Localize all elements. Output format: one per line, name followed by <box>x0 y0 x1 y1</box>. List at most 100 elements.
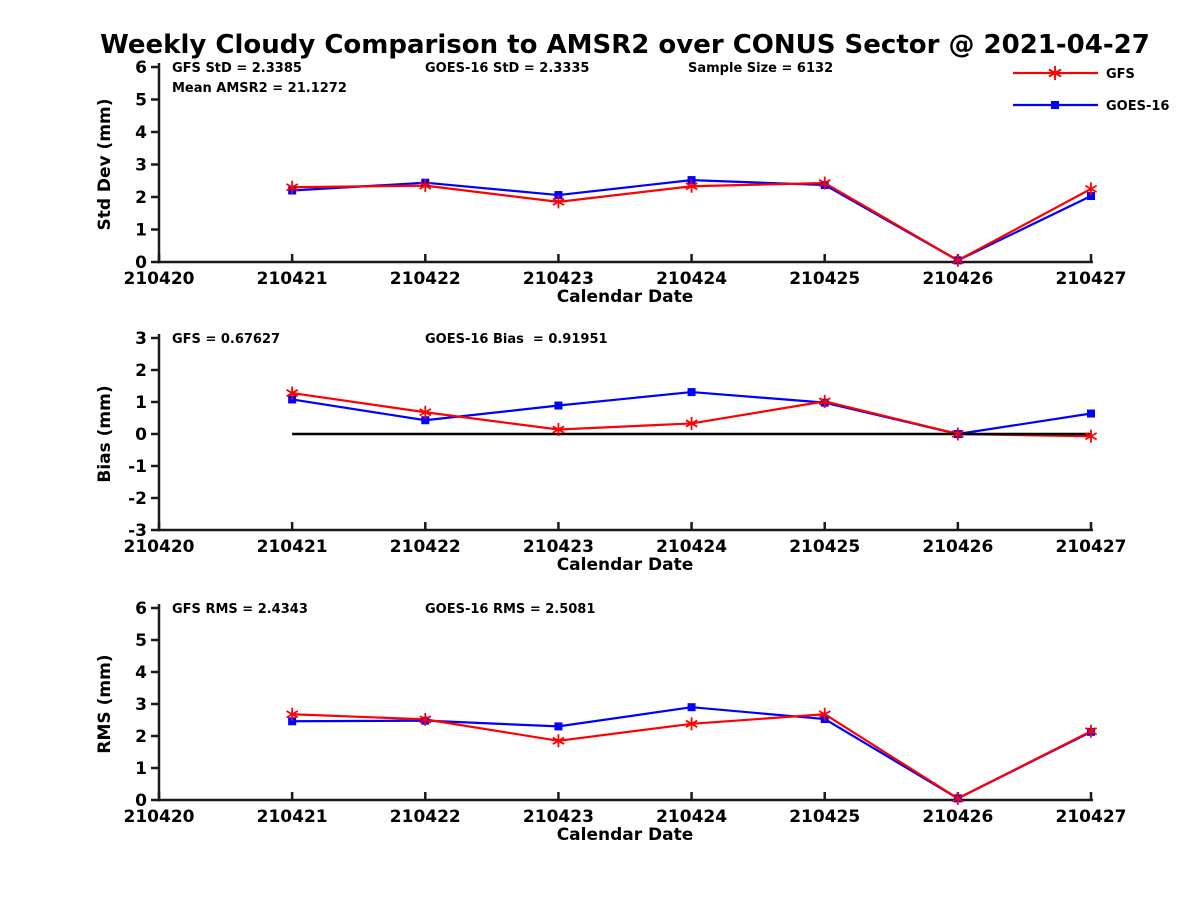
marker-gfs <box>1084 429 1098 443</box>
series-line-gfs <box>292 181 1092 262</box>
y-tick-label: 3 <box>135 156 147 176</box>
y-tick-label: 2 <box>135 727 147 747</box>
x-tick-label: 210420 <box>124 537 195 557</box>
marker-goes-16 <box>1087 192 1095 201</box>
x-tick-label: 210422 <box>390 807 461 827</box>
marker-gfs <box>818 707 831 721</box>
y-tick-label: 2 <box>135 361 147 381</box>
x-tick-label: 210425 <box>789 807 860 827</box>
marker-gfs <box>818 176 831 190</box>
y-tick-label: 0 <box>135 425 147 445</box>
y-tick-label: 1 <box>135 759 147 779</box>
y-tick-label: -3 <box>128 521 147 541</box>
x-tick-label: 210421 <box>257 269 328 289</box>
x-tick-label: 210427 <box>1056 537 1127 557</box>
panel-annotation: GFS RMS = 2.4343 <box>172 602 308 617</box>
y-tick-label: 4 <box>135 123 147 143</box>
marker-gfs <box>685 179 698 193</box>
x-tick-label: 210424 <box>656 537 727 557</box>
marker-goes-16 <box>554 191 563 200</box>
marker-gfs <box>419 179 432 193</box>
marker-gfs <box>419 405 432 419</box>
y-tick-label: 5 <box>135 631 147 651</box>
legend-entry-gfs: GFS <box>1013 66 1135 82</box>
marker-goes-16 <box>687 703 696 712</box>
marker-goes-16 <box>554 401 563 410</box>
marker-gfs <box>951 791 964 805</box>
x-tick-label: 210426 <box>922 269 993 289</box>
marker-gfs <box>1084 182 1098 196</box>
y-tick-label: 6 <box>135 599 147 619</box>
panel-annotation: Mean AMSR2 = 21.1272 <box>172 81 347 96</box>
marker-gfs <box>419 712 432 726</box>
panel-annotation: GOES-16 StD = 2.3335 <box>425 61 589 76</box>
x-tick-label: 210426 <box>922 807 993 827</box>
marker-gfs <box>685 416 698 430</box>
marker-gfs <box>552 195 565 209</box>
y-tick-label: -1 <box>128 457 147 477</box>
y-tick-label: 2 <box>135 188 147 208</box>
legend: GFS GOES-16 <box>1013 66 1169 114</box>
x-tick-label: 210424 <box>656 807 727 827</box>
y-tick-label: 3 <box>135 329 147 349</box>
x-tick-label: 210425 <box>789 537 860 557</box>
x-axis-label: Calendar Date <box>557 825 694 845</box>
y-tick-label: 5 <box>135 91 147 111</box>
y-tick-label: 1 <box>135 393 147 413</box>
marker-gfs <box>1084 724 1098 738</box>
marker-goes-16 <box>1087 409 1095 418</box>
x-tick-label: 210424 <box>656 269 727 289</box>
marker-gfs <box>951 427 964 441</box>
x-tick-label: 210423 <box>523 269 594 289</box>
legend-marker <box>1051 101 1059 109</box>
x-tick-label: 210426 <box>922 537 993 557</box>
x-tick-label: 210425 <box>789 269 860 289</box>
panel-annotation: GOES-16 RMS = 2.5081 <box>425 602 595 617</box>
x-tick-label: 210423 <box>523 807 594 827</box>
marker-gfs <box>818 394 831 408</box>
x-axis-label: Calendar Date <box>557 555 694 575</box>
marker-gfs <box>685 717 698 731</box>
x-tick-label: 210421 <box>257 537 328 557</box>
legend-label: GFS <box>1106 67 1135 82</box>
y-tick-label: 6 <box>135 58 147 78</box>
y-tick-label: 4 <box>135 663 147 683</box>
y-tick-label: 3 <box>135 695 147 715</box>
marker-gfs <box>552 423 565 437</box>
x-tick-label: 210422 <box>390 537 461 557</box>
marker-gfs <box>951 253 964 267</box>
marker-gfs <box>552 734 565 748</box>
marker-gfs <box>286 707 299 721</box>
panel-rms: 0 1 2 3 4 5 6 210420 210421 210422 210423 210424 210… <box>95 599 1126 845</box>
marker-goes-16 <box>421 416 430 425</box>
y-tick-label: 0 <box>135 791 147 811</box>
x-tick-label: 210420 <box>124 269 195 289</box>
legend-entry-goes-16: GOES-16 <box>1013 99 1169 114</box>
x-tick-label: 210427 <box>1056 807 1127 827</box>
marker-goes-16 <box>687 388 696 397</box>
marker-goes-16 <box>288 717 297 726</box>
marker-gfs <box>286 180 299 194</box>
panel-bias: -3 -2 -1 0 1 2 3 210420 210421 210422 210423 210424… <box>95 329 1126 575</box>
y-tick-label: -2 <box>128 489 147 509</box>
page-title: Weekly Cloudy Comparison to AMSR2 over C… <box>100 30 1150 60</box>
legend-label: GOES-16 <box>1106 99 1169 114</box>
y-axis-label: Std Dev (mm) <box>95 98 115 230</box>
x-tick-label: 210427 <box>1056 269 1127 289</box>
x-tick-label: 210420 <box>124 807 195 827</box>
panel-annotation: Sample Size = 6132 <box>688 61 833 76</box>
x-tick-label: 210423 <box>523 537 594 557</box>
legend-marker <box>1048 66 1062 80</box>
panel-annotation: GOES-16 Bias = 0.91951 <box>425 332 608 347</box>
panel-annotation: GFS = 0.67627 <box>172 332 280 347</box>
panel-annotation: GFS StD = 2.3385 <box>172 61 302 76</box>
x-tick-label: 210422 <box>390 269 461 289</box>
x-tick-label: 210421 <box>257 807 328 827</box>
marker-gfs <box>286 386 299 400</box>
panel-stddev: 0 1 2 3 4 5 6 210420 210421 210422 210423 210424 210… <box>95 58 1126 307</box>
y-axis-label: Bias (mm) <box>95 385 115 482</box>
y-tick-label: 1 <box>135 221 147 241</box>
marker-goes-16 <box>554 722 563 731</box>
x-axis-label: Calendar Date <box>557 287 694 307</box>
